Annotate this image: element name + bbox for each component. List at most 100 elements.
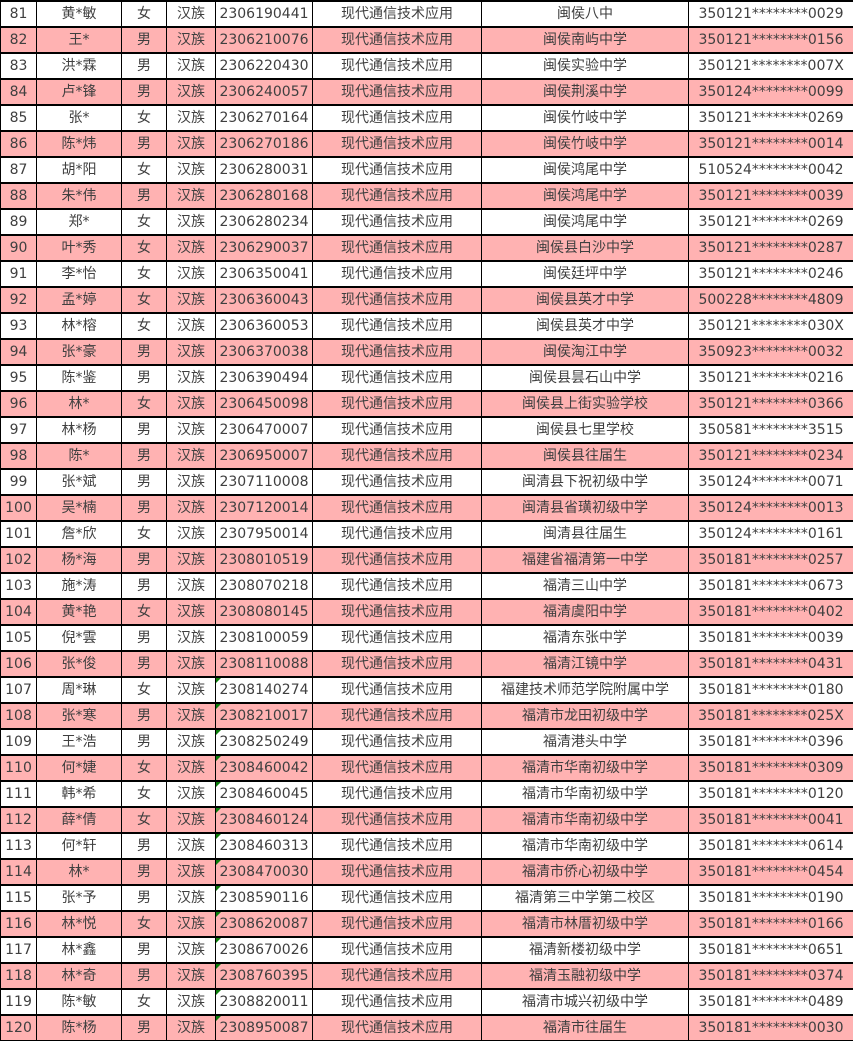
cell-row-number[interactable]: 89 [0, 208, 37, 236]
cell-school[interactable]: 福清市城兴初级中学 [481, 988, 689, 1016]
cell-major[interactable]: 现代通信技术应用 [312, 208, 482, 236]
cell-student-name[interactable]: 陈* [36, 442, 122, 470]
cell-school[interactable]: 福清三山中学 [481, 572, 689, 600]
cell-major[interactable]: 现代通信技术应用 [312, 754, 482, 782]
cell-gender[interactable]: 女 [121, 598, 167, 626]
cell-ethnicity[interactable]: 汉族 [166, 1014, 216, 1041]
cell-ethnicity[interactable]: 汉族 [166, 182, 216, 210]
cell-id-number[interactable]: 350124********0099 [688, 78, 853, 106]
cell-major[interactable]: 现代通信技术应用 [312, 494, 482, 522]
cell-major[interactable]: 现代通信技术应用 [312, 988, 482, 1016]
cell-school[interactable]: 福建技术师范学院附属中学 [481, 676, 689, 704]
cell-exam-number[interactable]: 2306280234 [215, 208, 313, 236]
cell-id-number[interactable]: 350181********0673 [688, 572, 853, 600]
cell-id-number[interactable]: 350181********0489 [688, 988, 853, 1016]
cell-gender[interactable]: 女 [121, 988, 167, 1016]
cell-exam-number[interactable]: 2308590116 [215, 884, 313, 912]
cell-major[interactable]: 现代通信技术应用 [312, 390, 482, 418]
cell-school[interactable]: 闽侯南屿中学 [481, 26, 689, 54]
cell-student-name[interactable]: 张*寒 [36, 702, 122, 730]
cell-ethnicity[interactable]: 汉族 [166, 364, 216, 392]
cell-major[interactable]: 现代通信技术应用 [312, 858, 482, 886]
cell-major[interactable]: 现代通信技术应用 [312, 676, 482, 704]
cell-ethnicity[interactable]: 汉族 [166, 702, 216, 730]
cell-school[interactable]: 福清港头中学 [481, 728, 689, 756]
cell-gender[interactable]: 女 [121, 0, 167, 28]
cell-ethnicity[interactable]: 汉族 [166, 156, 216, 184]
cell-exam-number[interactable]: 2306470007 [215, 416, 313, 444]
cell-school[interactable]: 闽侯县上街实验学校 [481, 390, 689, 418]
cell-student-name[interactable]: 洪*霖 [36, 52, 122, 80]
cell-id-number[interactable]: 350121********0029 [688, 0, 853, 28]
cell-exam-number[interactable]: 2308010519 [215, 546, 313, 574]
cell-row-number[interactable]: 83 [0, 52, 37, 80]
cell-gender[interactable]: 男 [121, 338, 167, 366]
cell-school[interactable]: 闽侯鸿尾中学 [481, 182, 689, 210]
cell-ethnicity[interactable]: 汉族 [166, 962, 216, 990]
cell-id-number[interactable]: 350121********0366 [688, 390, 853, 418]
cell-id-number[interactable]: 350181********0030 [688, 1014, 853, 1041]
cell-ethnicity[interactable]: 汉族 [166, 806, 216, 834]
cell-school[interactable]: 闽侯县英才中学 [481, 312, 689, 340]
cell-id-number[interactable]: 350121********030X [688, 312, 853, 340]
cell-school[interactable]: 福清第三中学第二校区 [481, 884, 689, 912]
cell-row-number[interactable]: 103 [0, 572, 37, 600]
cell-school[interactable]: 福清玉融初级中学 [481, 962, 689, 990]
cell-exam-number[interactable]: 2306360043 [215, 286, 313, 314]
cell-gender[interactable]: 女 [121, 208, 167, 236]
cell-exam-number[interactable]: 2308820011 [215, 988, 313, 1016]
cell-major[interactable]: 现代通信技术应用 [312, 1014, 482, 1041]
cell-exam-number[interactable]: 2308080145 [215, 598, 313, 626]
cell-id-number[interactable]: 350181********0614 [688, 832, 853, 860]
cell-school[interactable]: 闽侯鸿尾中学 [481, 156, 689, 184]
cell-gender[interactable]: 男 [121, 650, 167, 678]
cell-row-number[interactable]: 85 [0, 104, 37, 132]
cell-id-number[interactable]: 510524********0042 [688, 156, 853, 184]
cell-student-name[interactable]: 张*俊 [36, 650, 122, 678]
cell-gender[interactable]: 男 [121, 442, 167, 470]
cell-ethnicity[interactable]: 汉族 [166, 338, 216, 366]
cell-school[interactable]: 福清江镜中学 [481, 650, 689, 678]
cell-row-number[interactable]: 95 [0, 364, 37, 392]
cell-gender[interactable]: 男 [121, 884, 167, 912]
cell-ethnicity[interactable]: 汉族 [166, 312, 216, 340]
cell-student-name[interactable]: 陈*鉴 [36, 364, 122, 392]
cell-id-number[interactable]: 350124********0013 [688, 494, 853, 522]
cell-major[interactable]: 现代通信技术应用 [312, 364, 482, 392]
cell-exam-number[interactable]: 2308950087 [215, 1014, 313, 1041]
cell-id-number[interactable]: 350121********007X [688, 52, 853, 80]
cell-student-name[interactable]: 韩*希 [36, 780, 122, 808]
cell-student-name[interactable]: 詹*欣 [36, 520, 122, 548]
cell-student-name[interactable]: 王* [36, 26, 122, 54]
cell-major[interactable]: 现代通信技术应用 [312, 702, 482, 730]
cell-exam-number[interactable]: 2306280031 [215, 156, 313, 184]
cell-student-name[interactable]: 杨*海 [36, 546, 122, 574]
cell-gender[interactable]: 女 [121, 312, 167, 340]
cell-row-number[interactable]: 96 [0, 390, 37, 418]
cell-major[interactable]: 现代通信技术应用 [312, 416, 482, 444]
cell-major[interactable]: 现代通信技术应用 [312, 650, 482, 678]
cell-row-number[interactable]: 97 [0, 416, 37, 444]
cell-gender[interactable]: 男 [121, 572, 167, 600]
cell-exam-number[interactable]: 2308470030 [215, 858, 313, 886]
cell-gender[interactable]: 男 [121, 858, 167, 886]
cell-exam-number[interactable]: 2308110088 [215, 650, 313, 678]
cell-exam-number[interactable]: 2306290037 [215, 234, 313, 262]
cell-major[interactable]: 现代通信技术应用 [312, 780, 482, 808]
cell-row-number[interactable]: 110 [0, 754, 37, 782]
cell-student-name[interactable]: 黄*敏 [36, 0, 122, 28]
cell-student-name[interactable]: 张*斌 [36, 468, 122, 496]
cell-major[interactable]: 现代通信技术应用 [312, 156, 482, 184]
cell-student-name[interactable]: 朱*伟 [36, 182, 122, 210]
cell-school[interactable]: 福清市华南初级中学 [481, 754, 689, 782]
cell-row-number[interactable]: 93 [0, 312, 37, 340]
cell-row-number[interactable]: 82 [0, 26, 37, 54]
cell-gender[interactable]: 男 [121, 494, 167, 522]
cell-exam-number[interactable]: 2308070218 [215, 572, 313, 600]
cell-ethnicity[interactable]: 汉族 [166, 52, 216, 80]
cell-major[interactable]: 现代通信技术应用 [312, 182, 482, 210]
cell-row-number[interactable]: 86 [0, 130, 37, 158]
cell-exam-number[interactable]: 2307120014 [215, 494, 313, 522]
cell-id-number[interactable]: 350923********0032 [688, 338, 853, 366]
cell-ethnicity[interactable]: 汉族 [166, 858, 216, 886]
